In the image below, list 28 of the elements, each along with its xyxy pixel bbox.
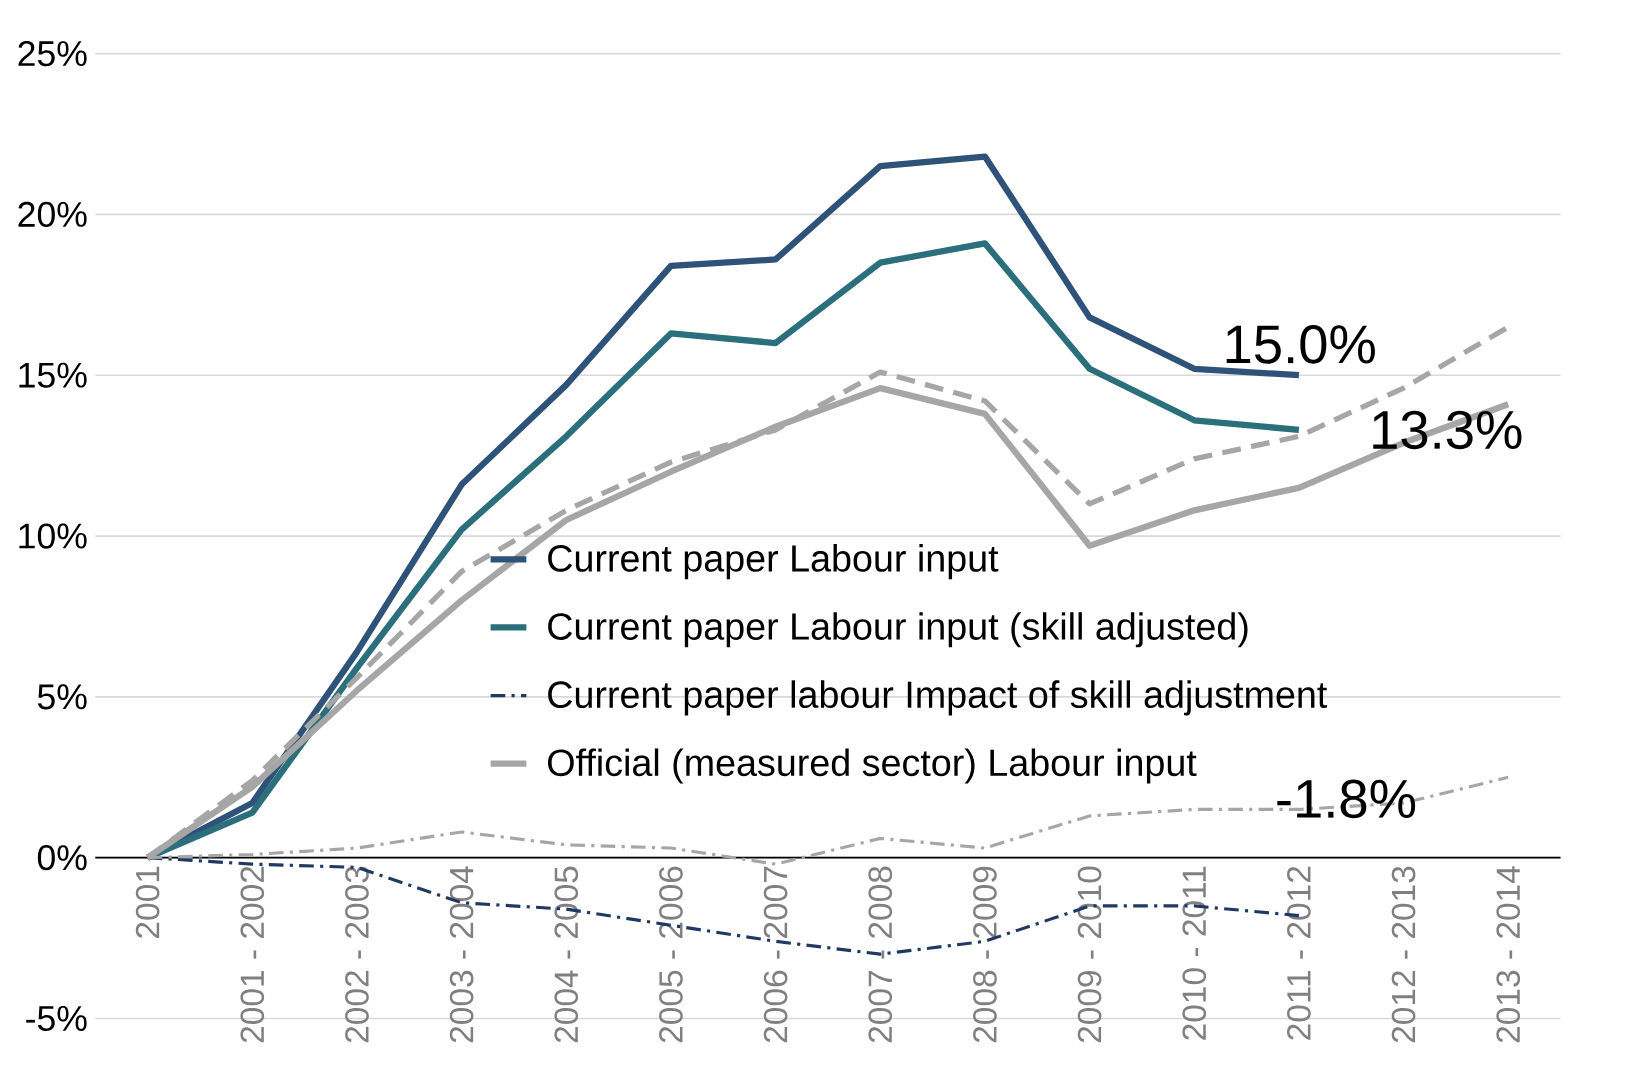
x-tick-label: 2005 - 2006 (659, 866, 683, 1043)
x-tick-label: 2006 - 2007 (763, 866, 788, 1043)
legend-label: Current paper Labour input (548, 544, 999, 580)
x-tick-label: 2008 - 2009 (973, 866, 997, 1043)
x-tick-label: 2011 - 2012 (1287, 866, 1311, 1040)
legend-label: Official (measured sector) Labour input (548, 748, 1197, 784)
annotation: 15.0% (1226, 325, 1375, 364)
x-tick-label: 2001 (135, 866, 160, 938)
x-tick-label: 2009 - 2010 (1077, 866, 1102, 1043)
x-tick-label: 2003 - 2004 (449, 866, 474, 1043)
x-tick-label: 2012 - 2013 (1391, 866, 1416, 1043)
y-tick-label: 15% (19, 362, 87, 388)
x-tick-label: 2013 - 2014 (1496, 866, 1521, 1043)
y-tick-label: 5% (37, 684, 87, 710)
x-tick-label: 2010 - 2011 (1182, 866, 1207, 1040)
annotation: -1.8% (1277, 779, 1416, 819)
x-tick-label: 2007 - 2008 (868, 866, 893, 1043)
annotation: 13.3% (1373, 410, 1522, 450)
y-tick-label: -5% (26, 1005, 87, 1032)
x-tick-label: 2001 - 2002 (240, 866, 265, 1043)
x-tick-label: 2004 - 2005 (554, 866, 579, 1043)
x-tick-label: 2002 - 2003 (345, 866, 369, 1043)
y-tick-label: 10% (19, 523, 87, 549)
y-tick-label: 20% (18, 201, 87, 228)
legend-label: Current paper Labour input (skill adjusted) (548, 612, 1248, 648)
y-tick-label: 25% (18, 41, 87, 67)
y-tick-label: 0% (37, 845, 87, 871)
legend-label: Current paper labour Impact of skill adjustment (548, 680, 1328, 716)
